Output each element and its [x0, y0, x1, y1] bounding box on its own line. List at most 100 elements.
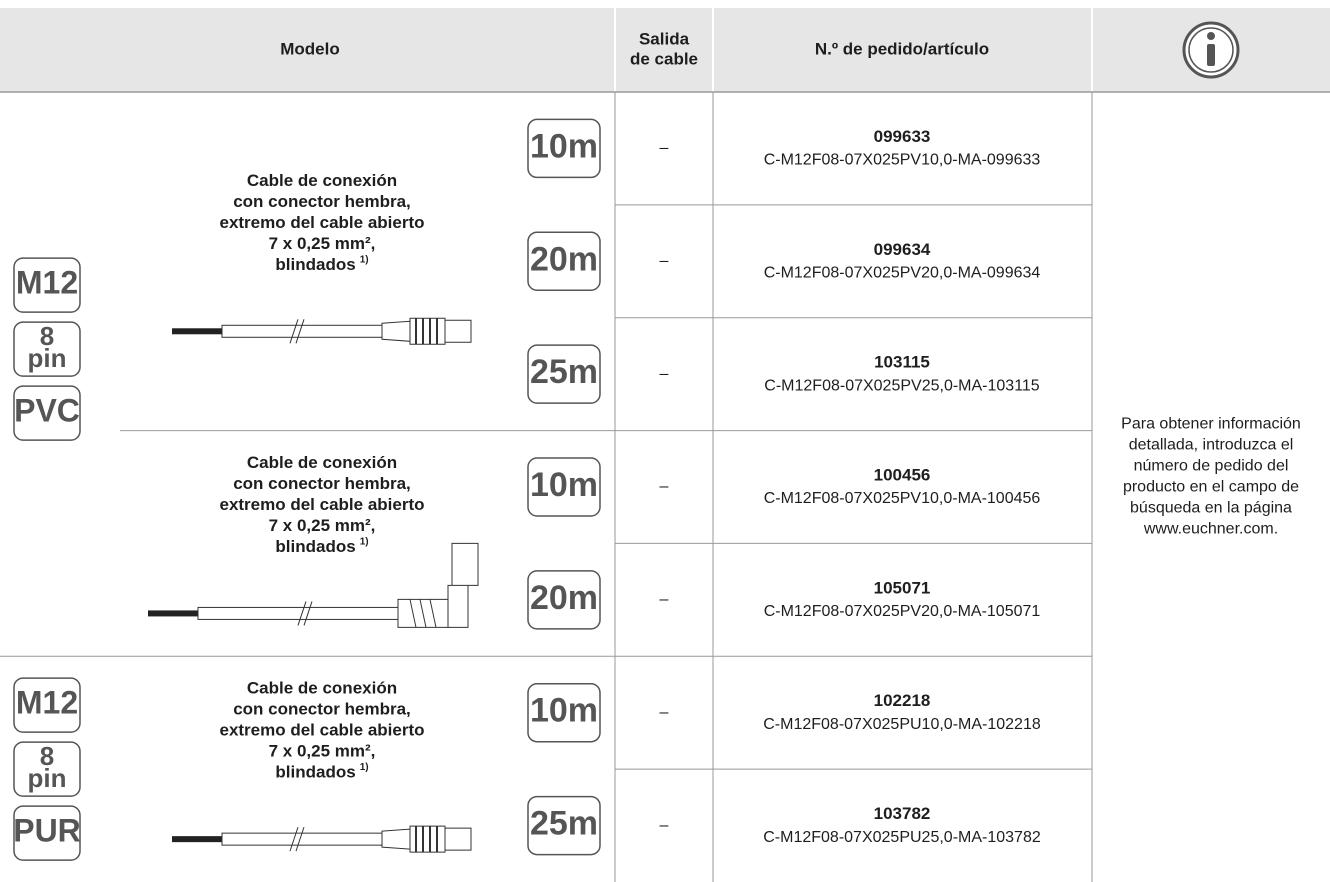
- length-badge-frame: [527, 344, 601, 404]
- type-badge-frame: [13, 741, 81, 797]
- cable-break: [289, 826, 305, 852]
- cable-core: [172, 836, 222, 843]
- cable-outlet: –: [660, 817, 669, 834]
- description-line: con conector hembra,: [233, 192, 411, 211]
- length-badge-frame: [527, 682, 601, 743]
- type-badge-frame: [13, 677, 81, 733]
- order-number: 102218: [874, 691, 931, 710]
- header-order: N.º de pedido/artículo: [815, 39, 989, 58]
- description-line: extremo del cable abierto: [219, 495, 424, 514]
- connector-rib: [419, 599, 427, 628]
- connector-drawing: [172, 317, 472, 345]
- footnote: 1): [360, 254, 369, 265]
- connector: [397, 542, 479, 628]
- article-code: C-M12F08-07X025PU25,0-MA-103782: [763, 829, 1041, 846]
- cable-outlet: –: [660, 591, 669, 608]
- length-badge: 25m: [527, 344, 601, 404]
- description-line: extremo del cable abierto: [219, 721, 424, 740]
- info-text: www.euchner.com.: [1143, 521, 1278, 538]
- order-number: 099634: [874, 240, 931, 259]
- type-badge-frame: [13, 385, 81, 441]
- length-badge-text: 25m: [530, 353, 598, 391]
- footnote: 1): [360, 536, 369, 547]
- type-badge-text: M12: [16, 685, 78, 721]
- type-badge-text: PUR: [13, 813, 81, 849]
- cable-outlet: –: [660, 253, 669, 270]
- type-badge-text: 8: [40, 741, 54, 771]
- type-badge: M12: [13, 677, 81, 733]
- info-text: número de pedido del: [1134, 458, 1289, 475]
- cable-outlet: –: [660, 365, 669, 382]
- info-text: Para obtener información: [1121, 416, 1301, 433]
- article-code: C-M12F08-07X025PV20,0-MA-099634: [764, 265, 1041, 282]
- type-badge: PUR: [13, 805, 81, 861]
- info-text: producto en el campo de: [1123, 479, 1299, 496]
- article-code: C-M12F08-07X025PV10,0-MA-099633: [764, 152, 1041, 169]
- length-badge-text: 20m: [530, 579, 598, 617]
- description-line: Cable de conexión: [247, 679, 397, 698]
- description-line: Cable de conexión: [247, 171, 397, 190]
- length-badge-frame: [527, 570, 601, 630]
- article-code: C-M12F08-07X025PV25,0-MA-103115: [764, 377, 1040, 394]
- connector: [381, 317, 472, 345]
- length-badge: 10m: [527, 457, 601, 517]
- order-number: 100456: [874, 465, 931, 484]
- description-line: con conector hembra,: [233, 700, 411, 719]
- length-badge-frame: [527, 231, 601, 292]
- type-badge: PVC: [13, 385, 81, 441]
- description-line: blindados 1): [275, 254, 368, 274]
- description-line: extremo del cable abierto: [219, 213, 424, 232]
- cable-break: [297, 601, 313, 626]
- length-badge: 20m: [527, 231, 601, 292]
- description-line: con conector hembra,: [233, 474, 411, 493]
- length-badge-text: 20m: [530, 240, 598, 278]
- connector-drawing: [148, 542, 479, 628]
- order-number: 105071: [874, 578, 931, 597]
- length-badge: 20m: [527, 570, 601, 630]
- length-badge-frame: [527, 118, 601, 179]
- type-badge-text: M12: [16, 265, 78, 301]
- type-badge-frame: [13, 257, 81, 313]
- type-badge-text: pin: [28, 343, 67, 373]
- cable: [197, 606, 399, 620]
- length-badge: 25m: [527, 795, 601, 856]
- cable-outlet: –: [660, 704, 669, 721]
- description-line: blindados 1): [275, 762, 368, 782]
- footnote: 1): [360, 762, 369, 773]
- cable-outlet: –: [660, 478, 669, 495]
- type-badge-text: 8: [40, 321, 54, 351]
- type-badge: M12: [13, 257, 81, 313]
- article-code: C-M12F08-07X025PV10,0-MA-100456: [764, 490, 1041, 507]
- description-line: Cable de conexión: [247, 453, 397, 472]
- cable: [221, 324, 383, 338]
- connector-rib: [409, 599, 417, 628]
- type-badge-frame: [13, 805, 81, 861]
- description-line: 7 x 0,25 mm²,: [269, 742, 376, 761]
- connector-drawing: [172, 825, 472, 853]
- description-line: blindados 1): [275, 536, 368, 556]
- info-text: detallada, introduzca el: [1129, 437, 1294, 454]
- info-icon: [1182, 21, 1240, 79]
- cable-break: [289, 319, 305, 344]
- article-code: C-M12F08-07X025PV20,0-MA-105071: [764, 603, 1041, 620]
- description-line: 7 x 0,25 mm²,: [269, 516, 376, 535]
- length-badge: 10m: [527, 118, 601, 179]
- header-outlet: Salida: [639, 29, 690, 48]
- table-body: 10m – 099633 C-M12F08-07X025PV10,0-MA-09963…: [0, 118, 1301, 861]
- type-badge-text: PVC: [14, 393, 80, 429]
- cable-outlet: –: [660, 140, 669, 157]
- cable-core: [172, 328, 222, 335]
- length-badge-text: 10m: [530, 127, 598, 165]
- description-line: 7 x 0,25 mm²,: [269, 234, 376, 253]
- cable-core: [148, 610, 198, 617]
- header-background: [0, 8, 1330, 92]
- cable: [221, 832, 383, 846]
- type-badge-text: pin: [28, 763, 67, 793]
- length-badge-frame: [527, 457, 601, 517]
- info-text: búsqueda en la página: [1130, 500, 1292, 517]
- length-badge-text: 25m: [530, 805, 598, 843]
- order-number: 099633: [874, 127, 931, 146]
- order-number: 103115: [874, 353, 930, 372]
